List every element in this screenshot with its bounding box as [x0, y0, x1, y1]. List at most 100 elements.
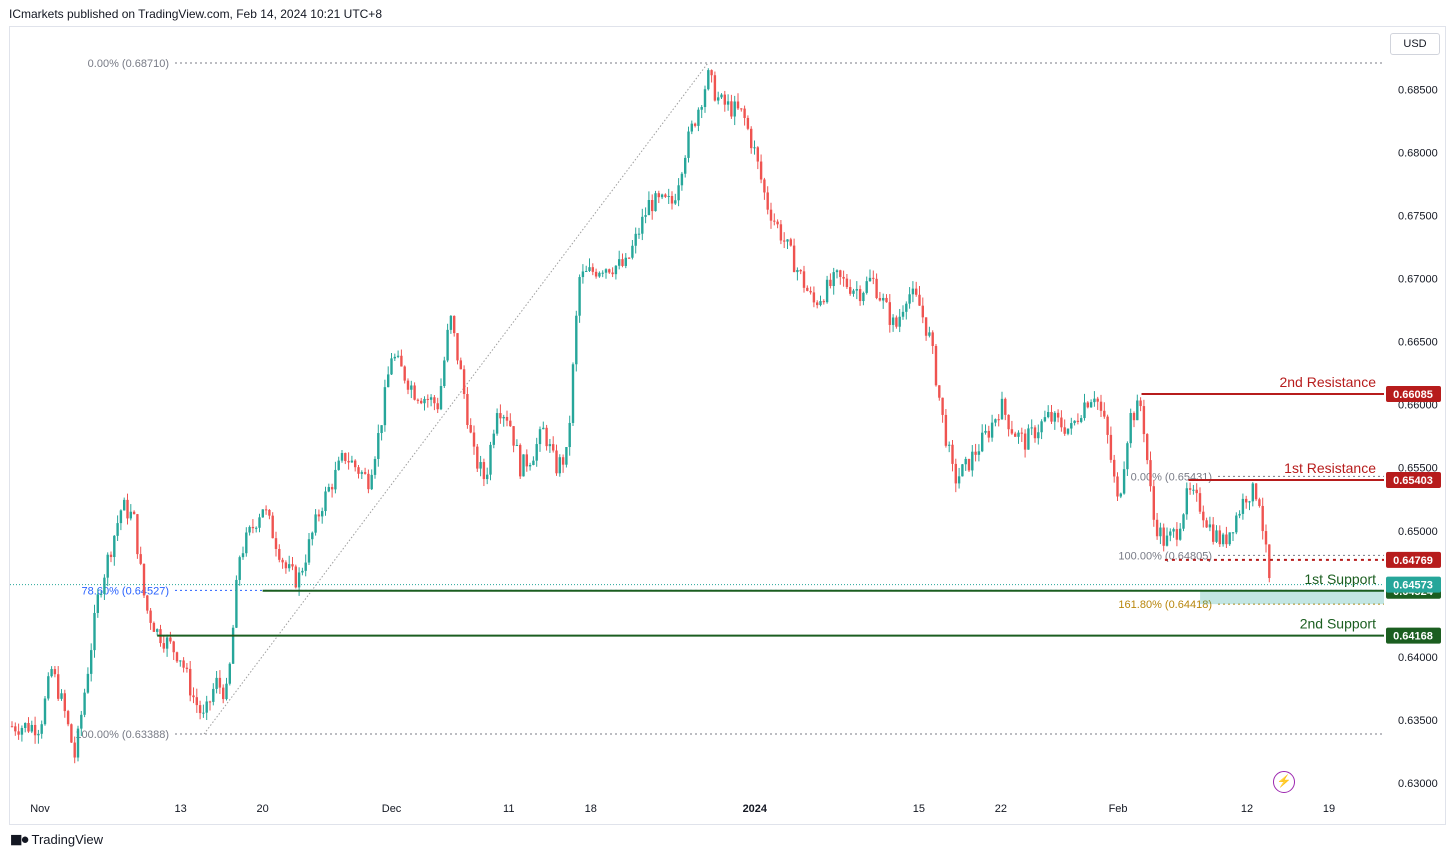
candle-body: [1027, 428, 1030, 450]
candle-body: [123, 499, 126, 511]
x-tick-label: 13: [174, 803, 186, 815]
candle-body: [165, 637, 169, 649]
candle-body: [740, 108, 743, 110]
candle-body: [971, 451, 974, 471]
y-tick-label: 0.63000: [1398, 778, 1438, 790]
level-price-badge: [1386, 385, 1441, 402]
candle-body: [552, 444, 555, 451]
level-label: 2nd Support: [1300, 616, 1376, 632]
candle-body: [1014, 433, 1017, 437]
candle-body: [443, 360, 446, 387]
candle-body: [634, 233, 637, 246]
candle-body: [142, 563, 146, 596]
candle-body: [868, 277, 872, 282]
candle-body: [1198, 493, 1202, 512]
candle-body: [720, 94, 723, 98]
candle-body: [1238, 513, 1241, 516]
candle-body: [1050, 412, 1053, 422]
candle-body: [825, 279, 829, 303]
candle-body: [763, 179, 766, 193]
candle-body: [538, 429, 542, 445]
candle-body: [304, 562, 307, 571]
candle-body: [119, 510, 123, 524]
candle-body: [657, 193, 660, 198]
candle-body: [730, 101, 733, 117]
level-price-badge: [1386, 627, 1441, 644]
candle-body: [179, 660, 182, 662]
candle-body: [911, 288, 915, 295]
candle-body: [944, 414, 948, 446]
candle-body: [832, 272, 835, 287]
candle-body: [951, 444, 954, 464]
candle-body: [611, 272, 614, 275]
candle-body: [208, 701, 212, 703]
candle-body: [1149, 460, 1152, 487]
candle-body: [845, 278, 849, 288]
candle-body: [786, 239, 789, 242]
candle-body: [558, 457, 561, 474]
candle-body: [126, 499, 129, 519]
candle-body: [710, 70, 713, 76]
candle-body: [1096, 398, 1099, 402]
candle-body: [363, 472, 367, 474]
candle-body: [994, 419, 997, 423]
candle-body: [235, 579, 238, 628]
candle-body: [651, 199, 654, 212]
candle-body: [469, 425, 472, 433]
fib-levels: 0.00% (0.68710) 100.00% (0.63388) 78.60% (…: [75, 58, 1384, 741]
x-tick-label: 15: [913, 803, 925, 815]
candle-body: [756, 147, 759, 162]
candle-body: [717, 97, 720, 101]
candle-body: [891, 317, 895, 325]
candle-body: [568, 422, 571, 448]
candle-body: [297, 572, 301, 588]
candle-body: [482, 462, 486, 480]
candle-body: [898, 316, 901, 327]
candle-body: [759, 161, 763, 180]
candle-body: [1215, 530, 1218, 542]
candle-body: [113, 535, 116, 558]
candle-body: [977, 451, 981, 455]
candle-body: [264, 509, 268, 511]
candle-body: [1139, 400, 1142, 407]
y-tick-label: 0.68000: [1398, 148, 1438, 160]
candle-body: [687, 131, 690, 158]
candle-body: [667, 195, 670, 197]
candle-body: [222, 687, 225, 700]
x-tick-label: 20: [257, 803, 269, 815]
candle-body: [555, 450, 558, 474]
candle-body: [83, 692, 86, 715]
x-tick-label: 2024: [743, 803, 768, 815]
candle-body: [340, 453, 344, 461]
candle-body: [215, 677, 218, 689]
candle-body: [291, 564, 294, 567]
candle-body: [175, 652, 179, 662]
candle-body: [30, 724, 33, 732]
key-levels: 2nd Resistance 0.66085 1st Resistance 0.654…: [10, 374, 1441, 644]
candle-body: [789, 239, 792, 246]
candle-body: [456, 333, 459, 361]
candle-body: [24, 723, 27, 728]
candle-body: [57, 674, 60, 699]
candle-body: [96, 594, 99, 613]
candle-body: [169, 637, 172, 642]
candle-body: [693, 123, 697, 126]
candle-body: [373, 458, 377, 475]
candle-body: [954, 463, 957, 484]
candle-body: [697, 109, 700, 126]
lightning-icon[interactable]: ⚡: [1273, 771, 1295, 793]
candle-body: [1268, 544, 1271, 579]
currency-button[interactable]: USD: [1390, 33, 1440, 55]
candle-body: [1109, 434, 1113, 460]
candle-body: [1119, 493, 1122, 497]
candle-body: [1212, 524, 1215, 542]
candle-body: [1083, 402, 1086, 419]
candle-body: [413, 385, 416, 400]
candle-body: [707, 70, 710, 90]
candle-body: [90, 650, 93, 674]
candle-body: [581, 271, 585, 278]
candle-body: [416, 399, 420, 401]
candle-body: [495, 413, 499, 434]
candle-body: [990, 422, 994, 438]
